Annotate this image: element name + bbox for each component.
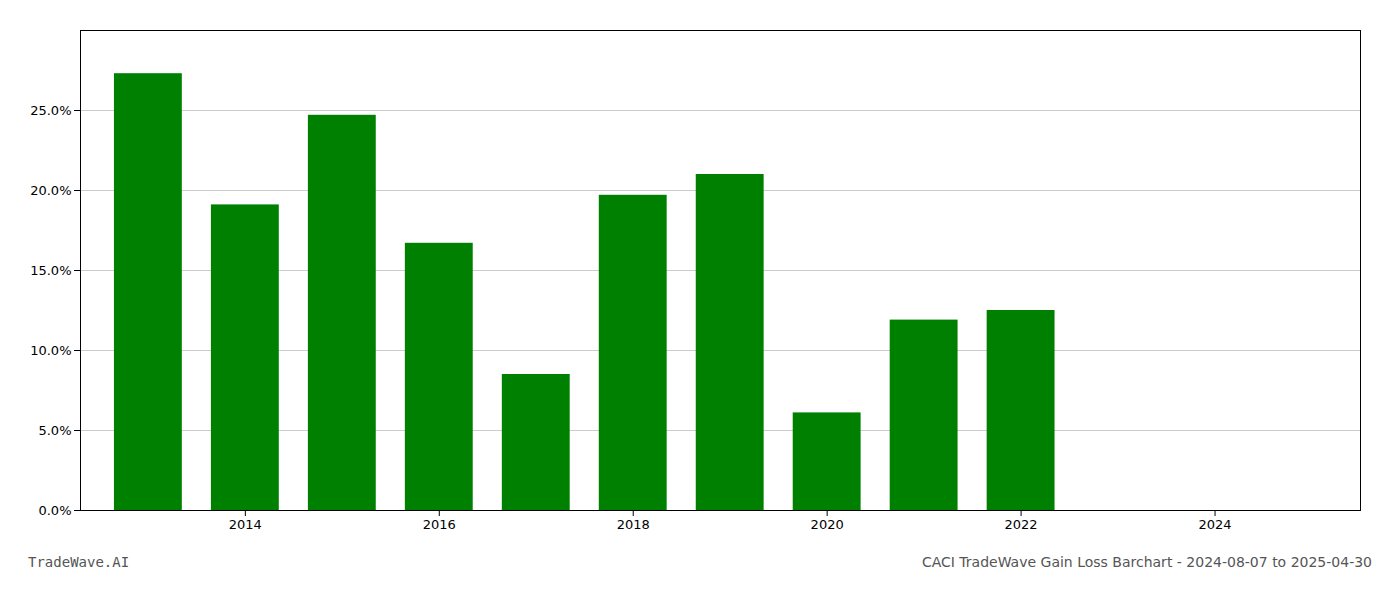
svg-text:2020: 2020 [811,517,844,532]
svg-text:2016: 2016 [423,517,456,532]
svg-text:5.0%: 5.0% [38,423,71,438]
svg-text:15.0%: 15.0% [30,263,71,278]
svg-text:20.0%: 20.0% [30,183,71,198]
svg-text:2014: 2014 [229,517,262,532]
svg-text:2022: 2022 [1005,517,1038,532]
svg-text:25.0%: 25.0% [30,103,71,118]
svg-text:2024: 2024 [1198,517,1231,532]
svg-text:2018: 2018 [617,517,650,532]
html-text:TradeWave.AI: TradeWave.AI [28,554,130,570]
html-text:CACI TradeWave Gain Loss Barch: CACI TradeWave Gain Loss Barchart - 2024… [921,554,1372,570]
svg-text:0.0%: 0.0% [38,503,71,518]
svg-text:10.0%: 10.0% [30,343,71,358]
